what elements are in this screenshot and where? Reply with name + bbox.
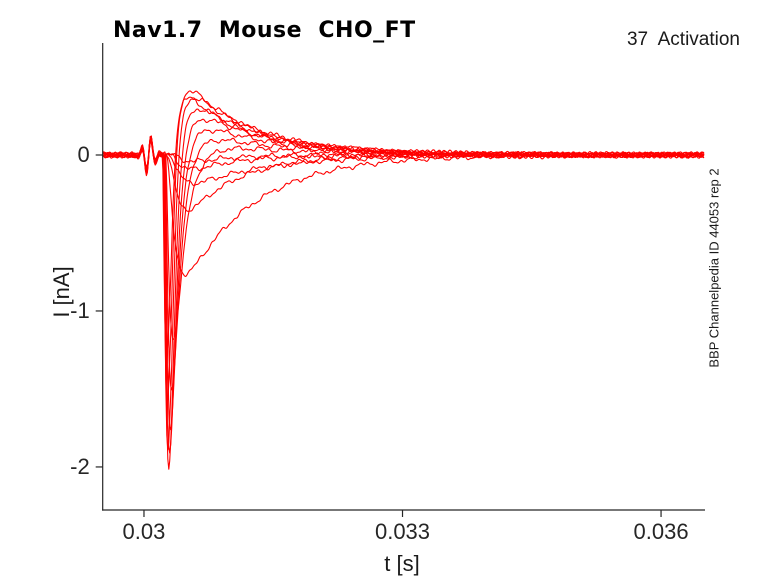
y-tick-label: -2 — [70, 453, 90, 479]
y-tick-label: 0 — [77, 141, 90, 167]
current-trace-sweep-4 — [102, 138, 705, 212]
trace-lines-layer — [102, 90, 705, 470]
current-trace-sweep-6 — [102, 140, 704, 340]
current-trace-sweep-8 — [102, 129, 705, 431]
y-tick-label: -1 — [70, 297, 90, 323]
x-axis-label: t [s] — [384, 551, 420, 576]
current-trace-sweep-13 — [102, 96, 705, 357]
activation-annotation: 37 Activation — [626, 29, 740, 50]
current-trace-sweep-5 — [102, 138, 705, 278]
axes-layer — [95, 43, 705, 517]
current-trace-sweep-10 — [102, 108, 705, 470]
channelpedia-watermark: BBP Channelpedia ID 44053 rep 2 — [706, 168, 722, 368]
chart-title: Nav1.7 Mouse CHO_FT — [113, 18, 416, 43]
current-trace-sweep-7 — [102, 137, 705, 391]
x-tick-label: 0.03 — [122, 519, 166, 544]
x-tick-label: 0.033 — [374, 519, 431, 544]
current-trace-sweep-12 — [102, 90, 705, 403]
x-tick-label: 0.036 — [633, 519, 689, 544]
